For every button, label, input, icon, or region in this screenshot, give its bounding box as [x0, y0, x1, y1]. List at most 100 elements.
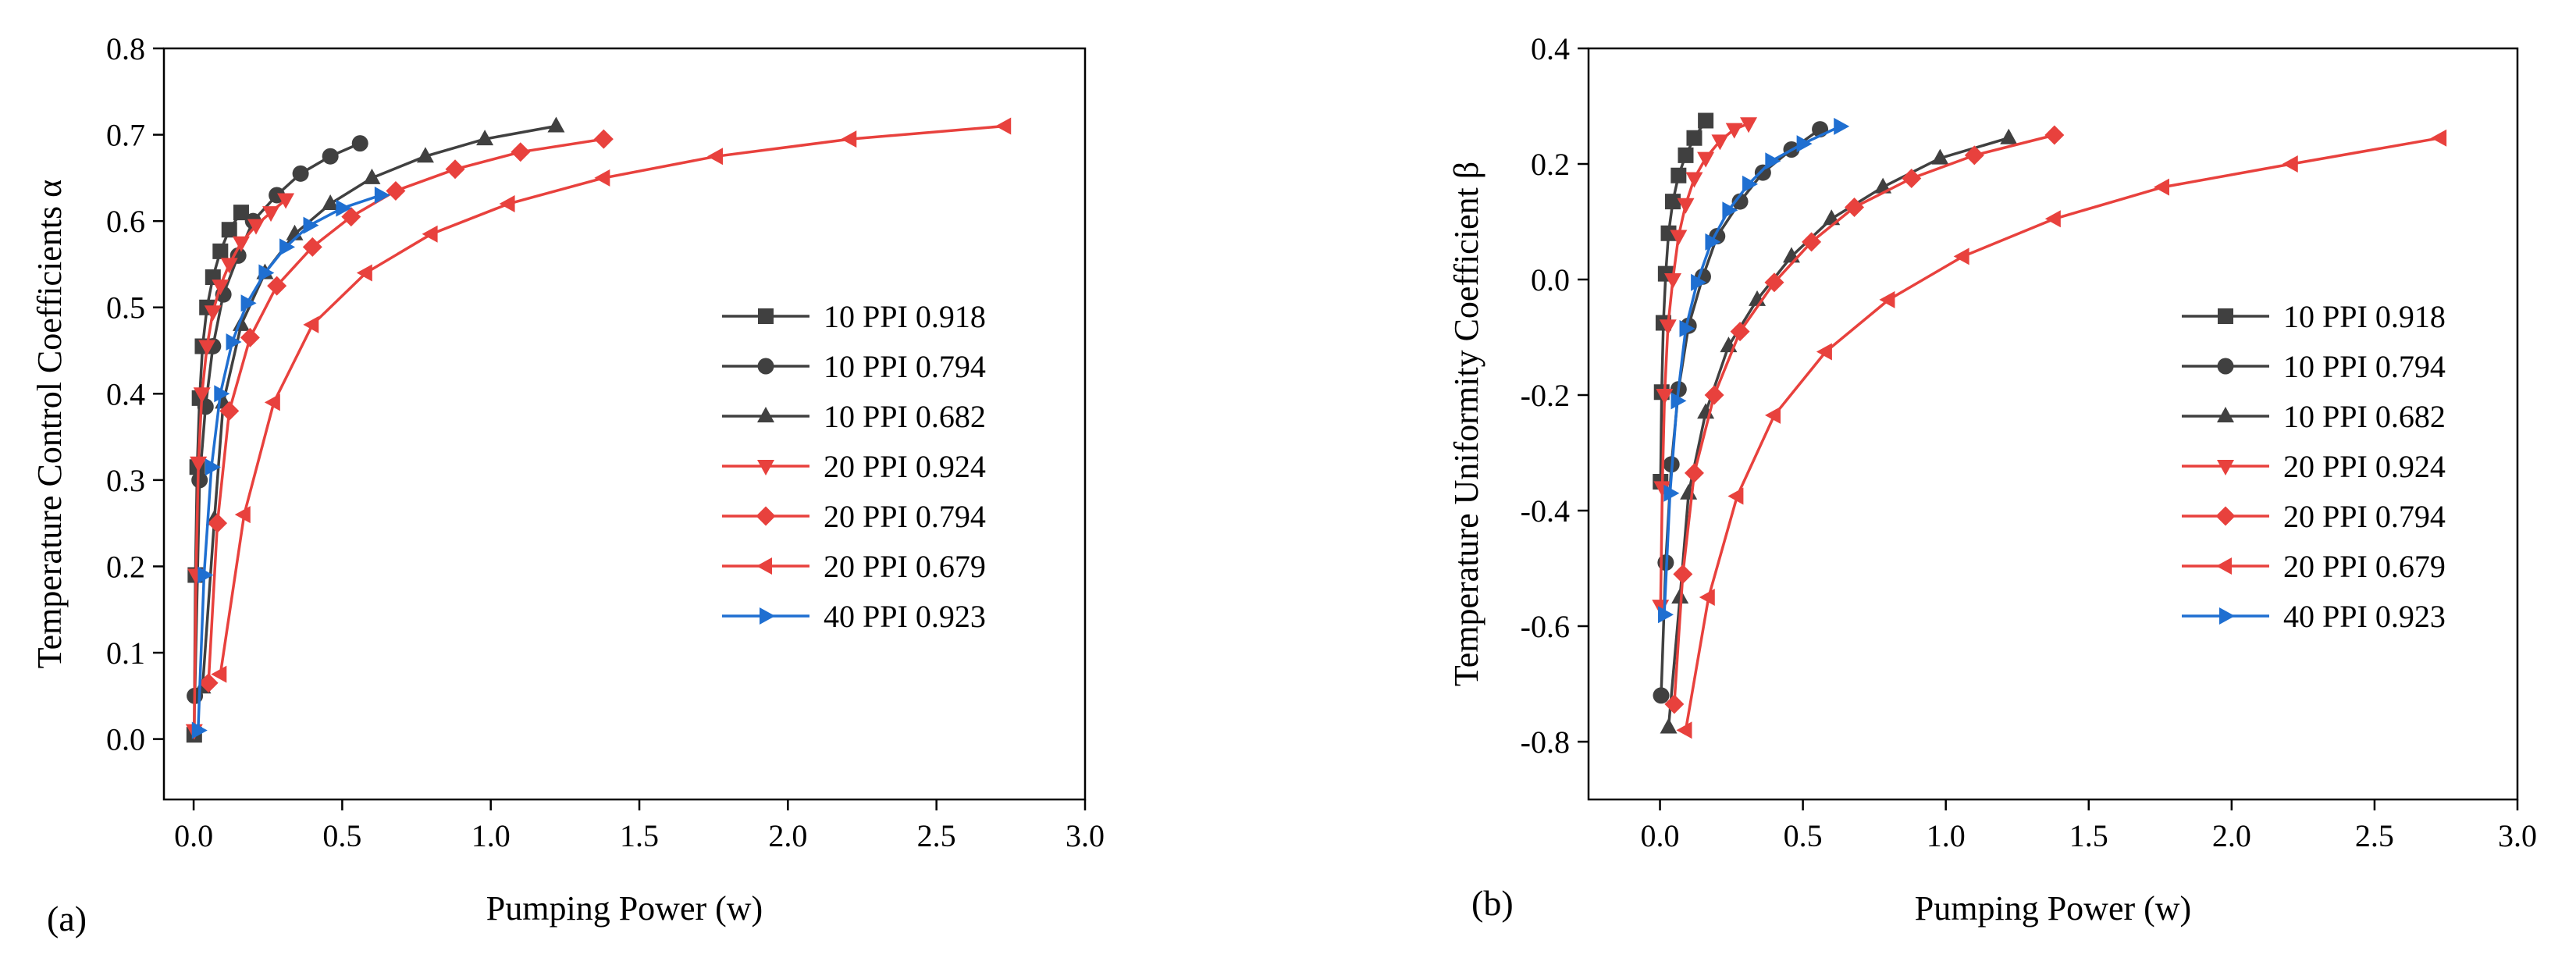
series-5-point-3 — [1765, 406, 1781, 424]
y-tick-label-0: -0.8 — [1521, 725, 1570, 760]
panel-a-series — [185, 116, 1012, 743]
series-6-point-2 — [205, 458, 221, 476]
series-2-point-0 — [1660, 718, 1678, 734]
legend-swatch-marker-6 — [2219, 607, 2235, 625]
legend-item-0: 10 PPI 0.918 — [722, 299, 986, 334]
legend-item-4: 20 PPI 0.794 — [722, 499, 986, 534]
series-4 — [1664, 125, 2065, 714]
panel-b: 0.0 0.5 1.0 1.5 2.0 2.5 3.0 -0.8 -0.6 -0.4 -0.2 0.… — [1447, 31, 2537, 928]
x-tick-label-1: 0.5 — [1784, 818, 1823, 853]
x-tick-label-2: 1.0 — [471, 818, 511, 853]
series-3-point-8 — [1697, 151, 1715, 168]
panel-a-legend: 10 PPI 0.918 10 PPI 0.794 10 PPI 0.682 20 P… — [722, 299, 986, 634]
legend-label-0: 10 PPI 0.918 — [2283, 299, 2446, 334]
series-6 — [191, 186, 390, 739]
legend-swatch-marker-4 — [2215, 506, 2236, 526]
x-tick-label-3: 1.5 — [620, 818, 659, 853]
series-4-point-4 — [1730, 322, 1750, 342]
series-3-point-8 — [232, 236, 250, 252]
legend-label-1: 10 PPI 0.794 — [824, 349, 986, 384]
series-5-point-2 — [1727, 487, 1744, 505]
series-6-point-6 — [1722, 201, 1738, 219]
series-5-point-4 — [1816, 343, 1832, 361]
series-5-point-3 — [303, 315, 319, 333]
legend-label-0: 10 PPI 0.918 — [824, 299, 986, 334]
legend-label-3: 20 PPI 0.924 — [2283, 449, 2446, 484]
series-4-point-3 — [1704, 385, 1724, 405]
series-0-point-8 — [1686, 130, 1703, 146]
x-tick-label-5: 2.5 — [2355, 818, 2394, 853]
series-2-point-7 — [1823, 209, 1841, 226]
series-4-point-9 — [1964, 145, 1984, 166]
series-5-point-4 — [356, 264, 372, 282]
series-4-point-10 — [2044, 125, 2065, 145]
legend-label-4: 20 PPI 0.794 — [824, 499, 986, 534]
series-3-point-10 — [1725, 123, 1743, 139]
panel-b-y-ticks: -0.8 -0.6 -0.4 -0.2 0.0 0.2 0.4 — [1521, 31, 1589, 760]
series-0-point-8 — [221, 222, 237, 238]
series-1-point-7 — [1731, 193, 1749, 210]
series-2-point-10 — [2000, 128, 2018, 144]
series-3-point-4 — [1664, 273, 1682, 289]
y-tick-label-1: 0.1 — [106, 636, 145, 671]
panel-a-label: (a) — [47, 899, 87, 938]
series-6-point-0 — [191, 721, 208, 739]
series-5-point-1 — [1699, 589, 1715, 606]
legend-item-2: 10 PPI 0.682 — [2182, 399, 2446, 434]
series-3-point-4 — [198, 340, 216, 356]
series-6-point-3 — [1679, 319, 1695, 337]
y-tick-label-4: 0.0 — [1531, 262, 1570, 297]
series-6-point-9 — [1796, 135, 1813, 153]
y-tick-label-6: 0.6 — [106, 204, 145, 239]
series-4-point-0 — [198, 673, 219, 693]
series-4-point-3 — [240, 327, 260, 347]
y-tick-label-2: -0.4 — [1521, 493, 1570, 529]
series-4-point-0 — [1664, 694, 1685, 714]
legend-swatch-marker-3 — [757, 460, 774, 475]
legend-item-6: 40 PPI 0.923 — [722, 599, 986, 634]
series-3-point-3 — [193, 387, 211, 404]
legend-swatch-marker-5 — [756, 557, 772, 575]
legend-label-6: 40 PPI 0.923 — [2283, 599, 2446, 634]
legend-swatch-marker-0 — [758, 308, 774, 324]
series-2-point-7 — [363, 168, 381, 184]
legend-swatch-marker-2 — [757, 407, 774, 422]
series-4-line — [207, 137, 604, 683]
series-5-point-9 — [2282, 155, 2298, 173]
legend-swatch-marker-1 — [2217, 358, 2234, 375]
series-1-point-8 — [292, 165, 309, 182]
series-6-point-0 — [1658, 606, 1674, 624]
series-4-point-2 — [1684, 463, 1704, 483]
panel-b-frame — [1587, 47, 2519, 801]
legend-label-6: 40 PPI 0.923 — [824, 599, 986, 634]
series-5-point-0 — [1676, 721, 1692, 739]
panel-b-label: (b) — [1471, 883, 1514, 923]
series-3-point-7 — [1685, 172, 1703, 188]
series-3-point-6 — [212, 280, 229, 296]
panel-a: 0.0 0.5 1.0 1.5 2.0 2.5 3.0 0.0 0.1 0.2 0.3 0.4 0.5… — [30, 31, 1105, 938]
x-tick-label-4: 2.0 — [768, 818, 807, 853]
x-tick-label-6: 3.0 — [2498, 818, 2537, 853]
y-tick-label-4: 0.4 — [106, 376, 145, 411]
series-0-line — [1659, 119, 1707, 482]
series-6-point-2 — [1670, 392, 1687, 410]
series-6-point-7 — [279, 238, 296, 256]
series-4-point-6 — [1802, 232, 1822, 252]
series-2-point-8 — [416, 147, 434, 163]
series-3-point-5 — [1670, 230, 1688, 246]
legend-swatch-marker-5 — [2216, 557, 2232, 575]
series-0-point-4 — [1660, 225, 1677, 241]
series-6-point-4 — [226, 333, 242, 351]
series-6-point-9 — [336, 199, 352, 217]
series-3-point-6 — [1677, 198, 1695, 214]
y-tick-label-5: 0.5 — [106, 290, 145, 326]
y-tick-label-5: 0.2 — [1531, 147, 1570, 182]
legend-label-4: 20 PPI 0.794 — [2283, 499, 2446, 534]
series-5 — [1676, 129, 2447, 739]
series-4-point-5 — [1764, 272, 1784, 293]
series-5-point-6 — [1953, 247, 1969, 265]
legend-swatch-marker-2 — [2217, 407, 2234, 422]
legend-label-1: 10 PPI 0.794 — [2283, 349, 2446, 384]
y-tick-label-1: -0.6 — [1521, 609, 1570, 644]
